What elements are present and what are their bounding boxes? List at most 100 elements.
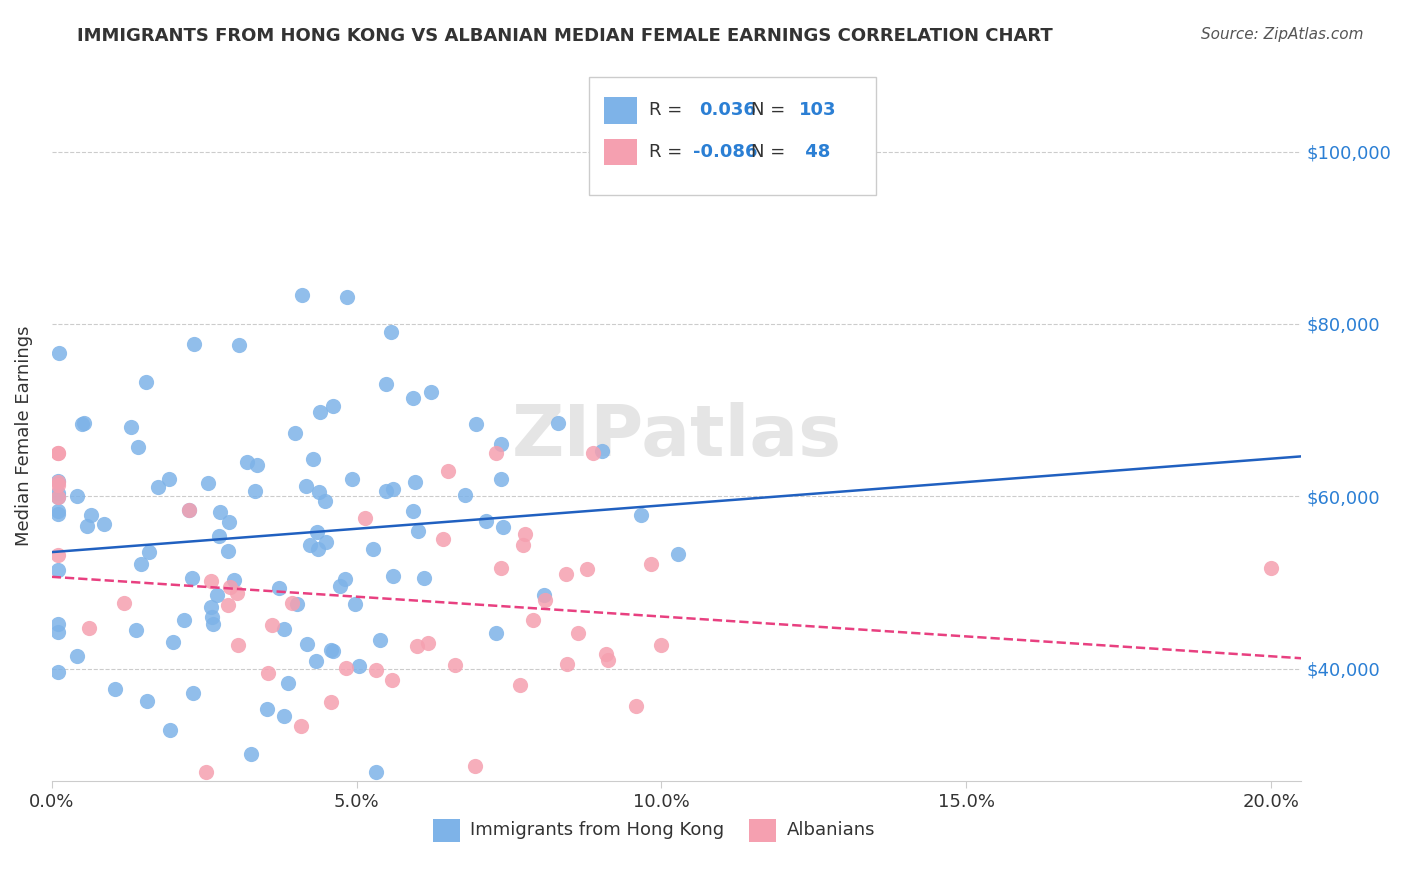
Point bbox=[146, 480, 169, 494]
Point bbox=[368, 632, 391, 647]
Point bbox=[492, 519, 515, 533]
Point bbox=[291, 287, 314, 301]
Point bbox=[195, 765, 218, 780]
Point bbox=[80, 508, 103, 523]
Point bbox=[245, 458, 267, 472]
Text: Albanians: Albanians bbox=[786, 821, 875, 838]
Point bbox=[630, 508, 652, 522]
Point bbox=[257, 665, 280, 680]
Point bbox=[347, 659, 370, 673]
Point bbox=[127, 440, 149, 454]
Point bbox=[454, 488, 477, 502]
Point bbox=[136, 694, 159, 708]
Point bbox=[381, 482, 404, 496]
Point bbox=[354, 511, 377, 525]
Point bbox=[157, 472, 180, 486]
FancyBboxPatch shape bbox=[605, 139, 637, 165]
Point bbox=[515, 527, 537, 541]
Point bbox=[406, 639, 429, 653]
Point bbox=[46, 478, 69, 492]
FancyBboxPatch shape bbox=[589, 78, 876, 194]
Point bbox=[217, 598, 239, 612]
Point bbox=[640, 557, 662, 571]
Point bbox=[273, 709, 295, 723]
Point bbox=[512, 538, 534, 552]
Point bbox=[228, 338, 250, 352]
Point bbox=[177, 503, 200, 517]
Text: R =: R = bbox=[650, 143, 688, 161]
Point bbox=[218, 580, 240, 594]
FancyBboxPatch shape bbox=[433, 819, 460, 841]
Point bbox=[281, 596, 304, 610]
Point bbox=[104, 681, 127, 696]
Point bbox=[66, 648, 89, 663]
Point bbox=[224, 573, 246, 587]
Point bbox=[46, 507, 69, 521]
Point bbox=[381, 673, 404, 688]
Text: 48: 48 bbox=[799, 143, 831, 161]
Point bbox=[183, 336, 205, 351]
Point bbox=[596, 653, 619, 667]
Point bbox=[46, 504, 69, 518]
Point bbox=[112, 597, 135, 611]
Point bbox=[235, 455, 257, 469]
Point bbox=[308, 485, 330, 500]
Point bbox=[46, 548, 69, 562]
Point bbox=[226, 638, 249, 652]
Point bbox=[76, 519, 98, 533]
Point bbox=[489, 561, 512, 575]
Point bbox=[444, 658, 467, 673]
Point bbox=[162, 635, 184, 649]
Point bbox=[180, 571, 202, 585]
Point bbox=[374, 483, 396, 498]
Point bbox=[322, 644, 344, 658]
Point bbox=[243, 484, 266, 499]
Point bbox=[70, 417, 93, 431]
Point bbox=[46, 490, 69, 504]
Point bbox=[302, 452, 325, 467]
Point bbox=[305, 654, 328, 668]
Point bbox=[65, 490, 87, 504]
Point bbox=[464, 758, 486, 772]
Point bbox=[555, 657, 578, 671]
Point bbox=[342, 472, 364, 486]
Point bbox=[277, 675, 299, 690]
Point bbox=[73, 416, 96, 430]
Point bbox=[46, 617, 69, 632]
Point bbox=[333, 572, 356, 586]
Point bbox=[77, 621, 100, 635]
Point bbox=[567, 626, 589, 640]
Text: 103: 103 bbox=[799, 102, 837, 120]
Point bbox=[298, 538, 321, 552]
Point bbox=[475, 514, 498, 528]
Point bbox=[177, 503, 200, 517]
Point bbox=[374, 377, 396, 392]
Point bbox=[335, 661, 357, 675]
Point bbox=[173, 613, 195, 627]
Point bbox=[437, 465, 460, 479]
Point bbox=[284, 426, 307, 441]
Point bbox=[416, 635, 439, 649]
Text: -0.086: -0.086 bbox=[693, 143, 758, 161]
Text: N =: N = bbox=[751, 102, 792, 120]
Point bbox=[46, 474, 69, 488]
Point bbox=[380, 325, 402, 339]
Point bbox=[46, 486, 69, 500]
Point bbox=[46, 563, 69, 577]
Point bbox=[533, 588, 555, 602]
Point bbox=[125, 623, 148, 637]
Point bbox=[650, 638, 672, 652]
Point bbox=[93, 516, 115, 531]
Point bbox=[547, 416, 569, 430]
Point bbox=[575, 562, 598, 576]
Text: N =: N = bbox=[751, 143, 792, 161]
Point bbox=[260, 617, 283, 632]
Point bbox=[404, 475, 426, 490]
Point bbox=[314, 494, 336, 508]
Point bbox=[46, 446, 69, 460]
Point bbox=[267, 581, 290, 595]
Point bbox=[46, 475, 69, 489]
Point bbox=[290, 719, 312, 733]
Point bbox=[46, 665, 69, 679]
Point bbox=[666, 547, 689, 561]
